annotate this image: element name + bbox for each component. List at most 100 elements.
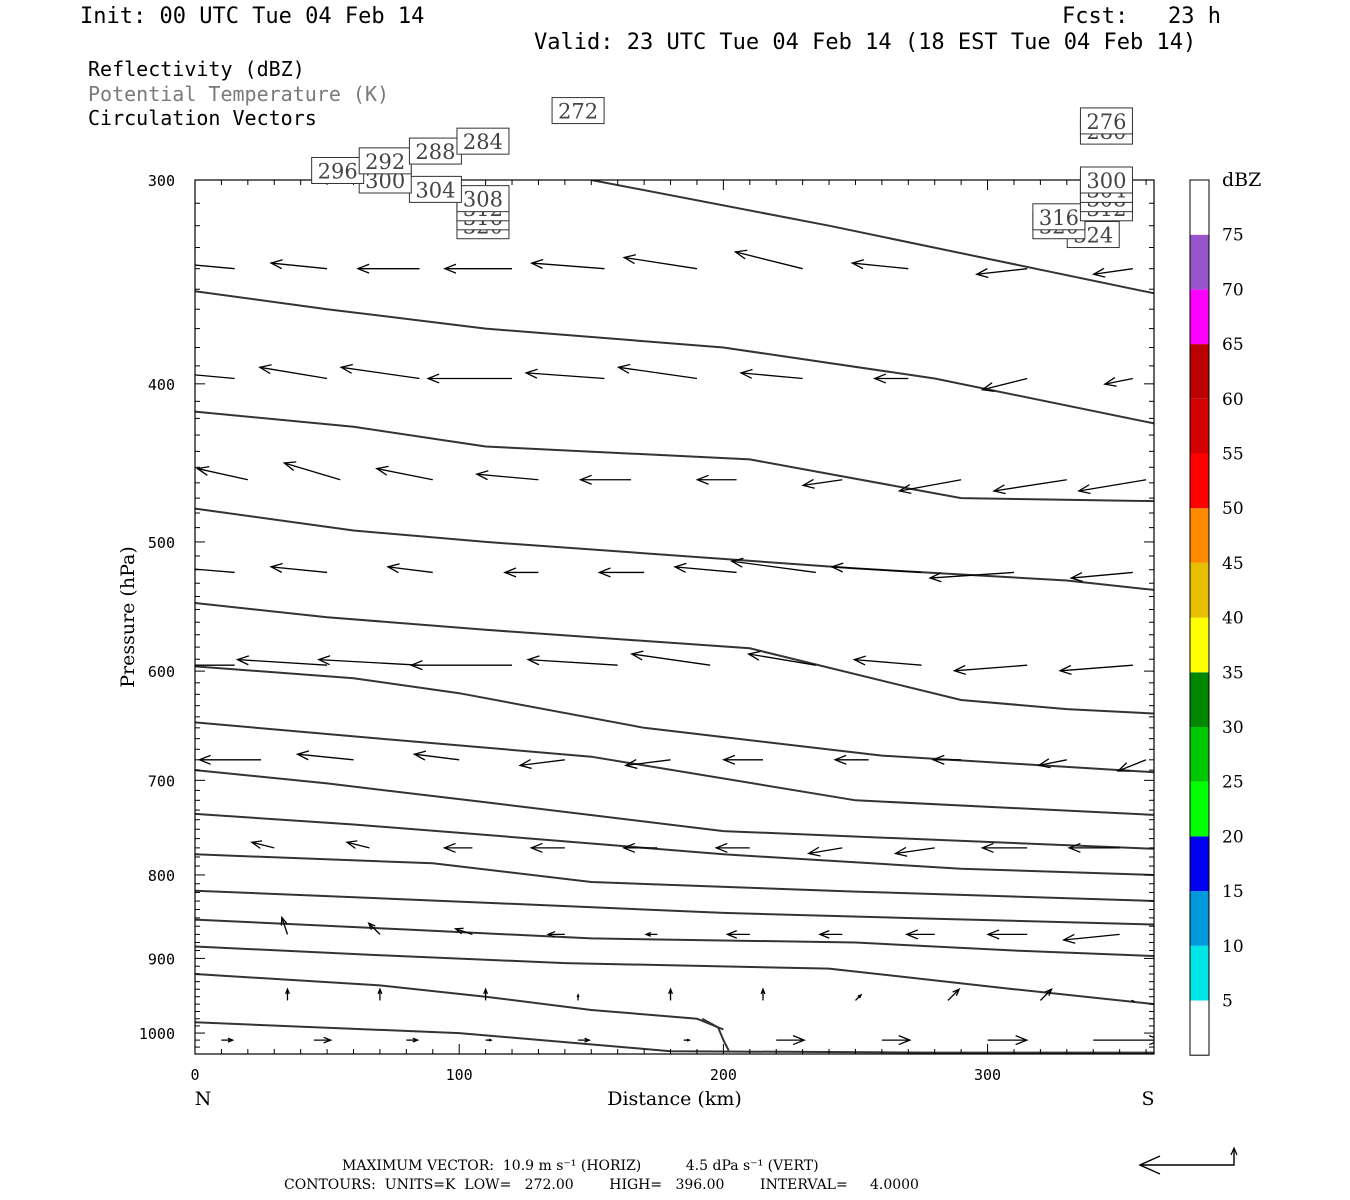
- theta-contour-320: [195, 290, 1154, 425]
- max-vector-head-vertical: [1230, 1146, 1238, 1156]
- vector-head: [167, 563, 178, 572]
- contour-label: 288: [415, 140, 455, 164]
- colorbar-label: 35: [1222, 663, 1244, 683]
- colorbar-segment: [1190, 617, 1209, 673]
- vector-shaft: [618, 366, 698, 380]
- plot-frame: [194, 179, 1155, 1055]
- colorbar-label: 10: [1222, 937, 1244, 957]
- y-tick-label: 400: [148, 376, 175, 394]
- circulation-vector: [830, 562, 922, 574]
- theta-contour-276: [195, 945, 1154, 1006]
- vector-head: [195, 466, 210, 476]
- circulation-vector: [806, 846, 843, 857]
- vector-head: [872, 373, 887, 384]
- vector-head: [529, 842, 543, 853]
- vector-head: [622, 254, 636, 265]
- circulation-vector: [377, 987, 383, 1001]
- vector-head: [1091, 267, 1106, 278]
- circulation-vector: [644, 931, 658, 937]
- x-tick-label: 0: [190, 1066, 199, 1084]
- contour-label: 300: [1086, 169, 1126, 193]
- vector-shaft: [993, 479, 1067, 492]
- field-circulation-vectors: Circulation Vectors: [88, 106, 317, 130]
- circulation-vector: [1037, 758, 1067, 769]
- circulation-vector: [947, 987, 961, 1001]
- circulation-vector: [195, 264, 235, 270]
- vector-shaft: [341, 366, 420, 380]
- circulation-vector: [235, 655, 328, 666]
- theta-contour-324: [591, 180, 1154, 295]
- circulation-vector: [695, 474, 737, 485]
- colorbar-segment: [1190, 453, 1209, 509]
- circulation-vector: [872, 373, 909, 384]
- circulation-vector: [1058, 664, 1133, 675]
- circulation-vector: [412, 750, 460, 761]
- vector-shaft: [1078, 479, 1147, 492]
- vector-head: [992, 484, 1006, 495]
- vector-shaft: [852, 262, 909, 270]
- field-reflectivity: Reflectivity (dBZ): [88, 57, 305, 81]
- circulation-vector: [1116, 759, 1147, 772]
- contour-label: 276: [1086, 110, 1126, 134]
- theta-contour-300: [195, 721, 1154, 816]
- vector-head: [475, 470, 489, 481]
- vector-head: [1061, 933, 1076, 944]
- vector-shaft: [284, 462, 341, 481]
- circulation-vector: [992, 479, 1067, 495]
- circulation-vector: [313, 1036, 333, 1044]
- circulation-vector: [1077, 479, 1147, 495]
- circulation-vector: [197, 754, 262, 765]
- colorbar-segment: [1190, 180, 1209, 235]
- vector-head: [597, 567, 611, 578]
- circulation-vector: [1103, 377, 1133, 387]
- vector-head: [630, 650, 644, 661]
- circulation-vector: [280, 915, 289, 935]
- circulation-vector: [250, 840, 275, 849]
- vector-head: [1069, 572, 1083, 583]
- vector-head: [576, 993, 580, 998]
- vector-shaft: [895, 847, 935, 855]
- vector-head: [488, 1038, 493, 1042]
- vector-shaft: [1093, 268, 1133, 275]
- vector-shaft: [259, 366, 328, 380]
- vector-shaft: [899, 479, 962, 492]
- theta-contour-284: [195, 889, 1154, 926]
- circulation-vector: [529, 258, 605, 270]
- colorbar-label: 40: [1222, 609, 1244, 629]
- circulation-vector: [386, 563, 433, 574]
- vector-shaft: [947, 988, 960, 1001]
- vector-shaft: [376, 467, 433, 481]
- vector-shaft: [281, 917, 289, 935]
- vector-shaft: [735, 251, 803, 270]
- vector-head: [739, 368, 753, 379]
- circulation-vector: [221, 1037, 235, 1043]
- theta-contour-316: [195, 410, 1154, 503]
- theta-contour-unlabeled: [195, 1021, 1154, 1054]
- circulation-vector: [443, 263, 513, 274]
- theta-contour-272: [195, 973, 724, 1031]
- vector-head: [857, 993, 863, 999]
- vector-head: [975, 268, 989, 279]
- colorbar-label: 70: [1222, 280, 1244, 300]
- max-vector-shaft: [1140, 1150, 1235, 1166]
- circulation-vector: [1131, 999, 1135, 1003]
- vector-head: [623, 759, 638, 770]
- vector-shaft: [519, 759, 565, 767]
- vector-head: [367, 921, 376, 930]
- vector-shaft: [195, 374, 235, 380]
- vector-head: [375, 465, 389, 476]
- vector-head: [356, 263, 370, 274]
- circulation-vector: [1067, 842, 1120, 853]
- circulation-vector: [282, 461, 341, 481]
- colorbar-segment: [1190, 727, 1209, 782]
- circulation-vector: [269, 562, 328, 574]
- contour-label-box: [1079, 107, 1133, 135]
- circulation-vector: [746, 650, 816, 666]
- circulation-vector: [855, 993, 863, 1001]
- contour-label-box: [551, 97, 605, 125]
- vector-shaft: [237, 658, 328, 666]
- vector-shaft: [802, 479, 843, 487]
- vector-shaft: [271, 566, 328, 574]
- colorbar-label: 25: [1222, 773, 1244, 793]
- colorbar-label: 5: [1222, 992, 1233, 1012]
